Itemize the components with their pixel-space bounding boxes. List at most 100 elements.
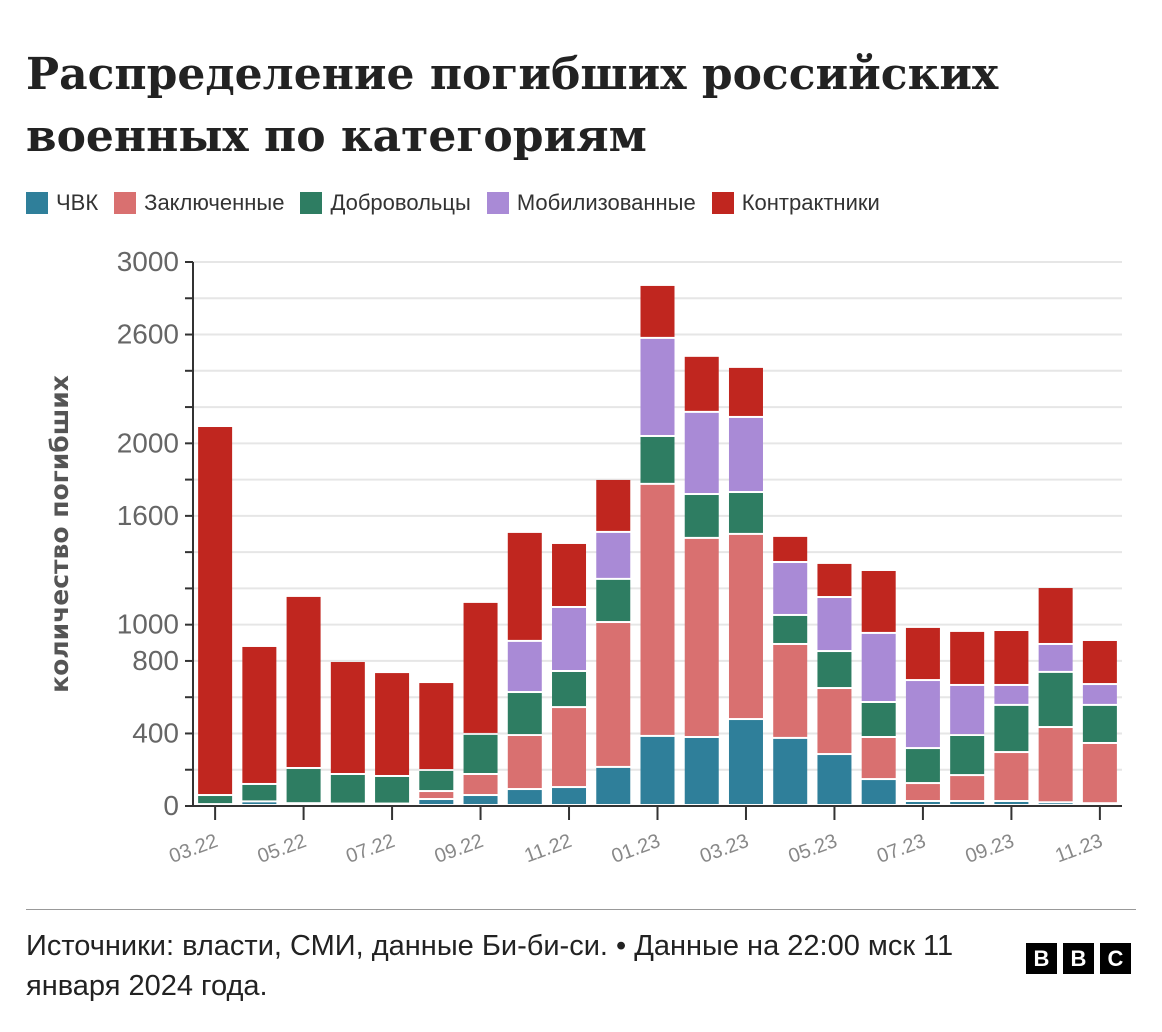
bar-segment-ЧВК [419,800,454,804]
bar-segment-Добровольцы [552,671,587,707]
bar-segment-Заключенные [552,708,587,787]
bbc-logo-letter: C [1100,943,1131,974]
bar-segment-Заключенные [1082,743,1117,803]
bar-segment-Добровольцы [463,734,498,773]
bar-segment-ЧВК [684,738,719,804]
bar-segment-Мобилизованные [817,598,852,651]
y-tick-label: 2000 [117,427,179,458]
x-tick-label: 07.22 [343,830,398,868]
bar-segment-Добровольцы [817,652,852,688]
bar-segment-Контрактники [507,532,542,640]
bar-segment-Добровольцы [507,693,542,735]
source-note: Источники: власти, СМИ, данные Би-би-си.… [26,930,954,1002]
y-tick-label: 0 [163,790,179,821]
bar-segment-Контрактники [330,662,365,773]
bar-segment-Контрактники [419,683,454,770]
legend-item: ЧВК [26,190,98,216]
bar-segment-Добровольцы [728,493,763,533]
bar-segment-ЧВК [1038,803,1073,804]
bar-segment-Заключенные [463,774,498,795]
bar-segment-Добровольцы [242,784,277,801]
bar-segment-Контрактники [773,536,808,562]
bar-segment-ЧВК [242,802,277,804]
legend-label: Заключенные [144,190,285,215]
bar-segment-Контрактники [463,602,498,733]
bar-segment-Контрактники [861,570,896,632]
bar-segment-Контрактники [1082,640,1117,684]
bar-segment-Контрактники [640,285,675,337]
divider [26,909,1136,910]
bar-segment-Добровольцы [596,579,631,622]
bar-segment-Контрактники [286,596,321,768]
bar-segment-Добровольцы [905,749,940,783]
legend-label: Добровольцы [330,190,471,215]
bar-segment-Контрактники [596,479,631,531]
bar-segment-Контрактники [375,673,410,775]
bar-segment-Контрактники [552,543,587,606]
bar-segment-Заключенные [773,644,808,737]
legend-label: Мобилизованные [516,190,696,215]
bar-segment-Добровольцы [375,776,410,803]
bar-segment-Мобилизованные [507,641,542,692]
bar-segment-Контрактники [684,356,719,411]
chart-title: Распределение погибших российских военны… [26,49,999,162]
bar-segment-Добровольцы [419,771,454,791]
bar-segment-Мобилизованные [596,532,631,578]
bar-segment-Заключенные [596,623,631,766]
bar-segment-Добровольцы [861,703,896,736]
y-tick-label: 800 [132,645,179,676]
bar-segment-ЧВК [817,755,852,804]
bar-segment-Добровольцы [1082,705,1117,742]
stacked-bar-chart: 0 400 800 1000 1600 2000 2600 3000 количество по… [45,246,1122,868]
x-tick-label: 03.22 [166,830,221,868]
bar-segment-Добровольцы [640,436,675,483]
legend-swatch [114,192,137,214]
bar-segment-ЧВК [773,738,808,804]
legend-item: Заключенные [114,190,284,216]
bar-segment-ЧВК [994,802,1029,804]
bar-segment-Мобилизованные [773,563,808,614]
x-tick-label: 07.23 [874,830,929,868]
bar-segment-Мобилизованные [1038,644,1073,671]
y-tick-label: 3000 [117,246,179,277]
legend-swatch [26,192,48,214]
bbc-logo: B B C [1026,943,1131,974]
x-tick-label: 01.23 [609,830,664,868]
y-tick-label: 2600 [117,319,179,350]
bar-segment-Добровольцы [330,774,365,803]
bar-segment-ЧВК [861,780,896,804]
y-tick-label: 400 [132,717,179,748]
x-tick-label: 11.23 [1052,830,1105,867]
legend-item: Мобилизованные [486,190,696,216]
bar-segment-Добровольцы [994,705,1029,752]
legend-swatch [486,192,509,214]
bar-segment-Добровольцы [286,769,321,803]
bar-segment-ЧВК [640,736,675,804]
x-tick-label: 05.22 [255,830,310,868]
bar-segment-Мобилизованные [861,633,896,702]
y-axis-label: количество погибших [45,375,74,693]
bar-segment-Контрактники [994,631,1029,684]
bar-segment-ЧВК [905,802,940,804]
bbc-logo-letter: B [1026,943,1057,974]
bar-segment-Заключенные [861,738,896,779]
bar-segment-Контрактники [198,427,233,795]
bar-segment-Заключенные [728,534,763,719]
bar-segment-ЧВК [552,788,587,804]
bar-segment-Мобилизованные [684,412,719,494]
legend-label: Контрактники [741,190,880,215]
bar-segment-Заключенные [905,784,940,801]
legend-item: Добровольцы [300,190,471,216]
legend-swatch [711,192,734,214]
bar-segment-Контрактники [1038,588,1073,643]
legend-item: Контрактники [711,190,880,216]
bar-segment-Мобилизованные [640,338,675,435]
bar-segment-Добровольцы [773,615,808,643]
bar-segment-Мобилизованные [950,685,985,735]
y-tick-label: 1600 [117,500,179,531]
bar-segment-ЧВК [950,802,985,804]
legend: ЧВК Заключенные Добровольцы Мобилизованные К… [26,190,886,216]
bar-segment-Заключенные [1038,728,1073,802]
x-tick-label: 05.23 [786,830,841,868]
bar-segment-Добровольцы [1038,672,1073,727]
